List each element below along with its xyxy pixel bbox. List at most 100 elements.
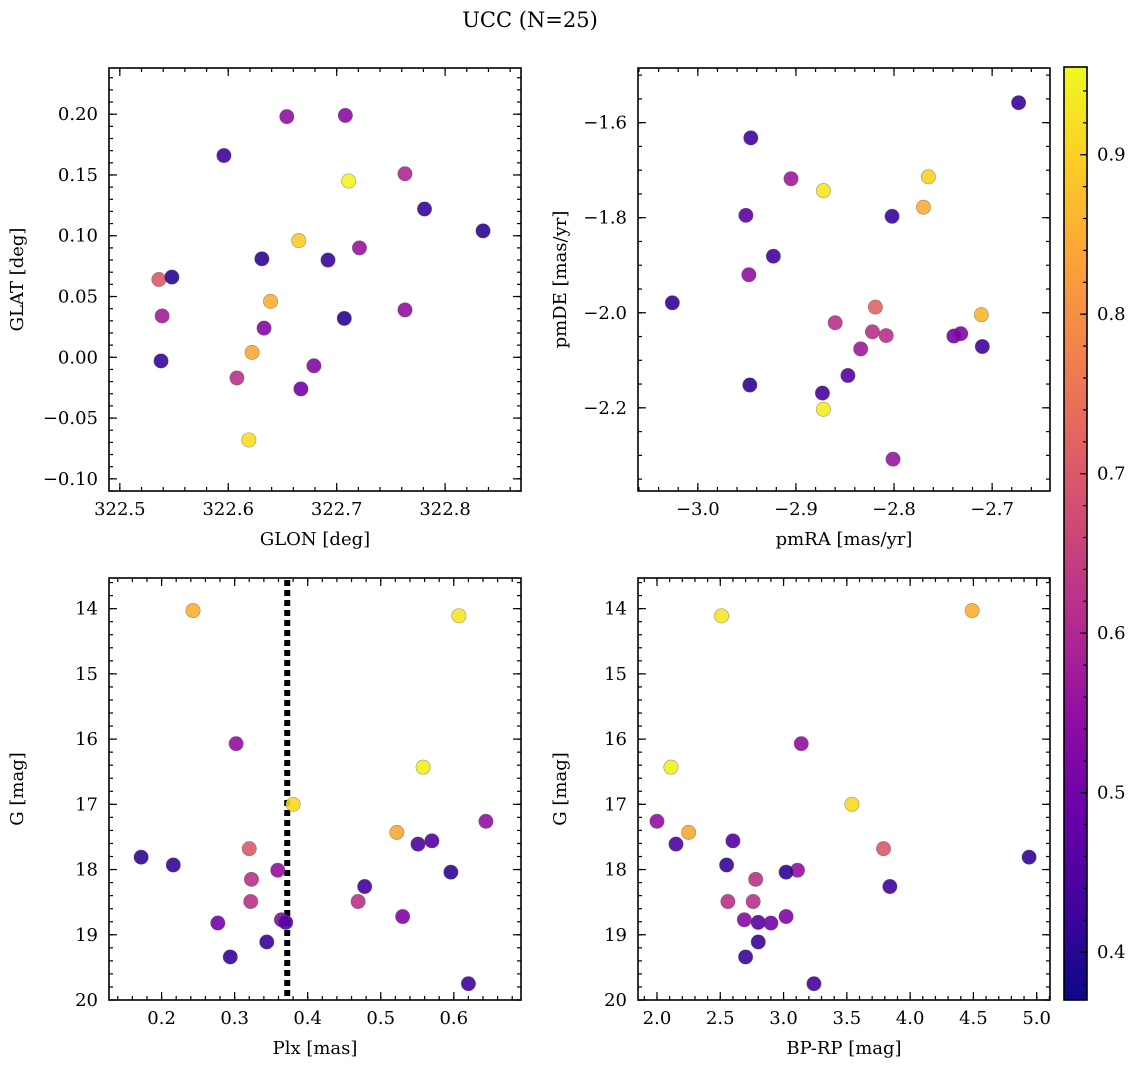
scatter-point (876, 841, 892, 857)
x-tick-label: 322.7 (311, 499, 363, 520)
scatter-point (1021, 849, 1037, 865)
y-axis-label: G [mag] (7, 752, 28, 825)
scatter-point (165, 857, 181, 873)
y-tick-label: 15 (604, 664, 627, 685)
scatter-point (337, 107, 353, 123)
y-tick-label: −0.10 (43, 469, 98, 490)
scatter-point (263, 293, 279, 309)
colorbar-tick-label: 0.9 (1097, 145, 1126, 166)
scatter-point (216, 148, 232, 164)
scatter-point (738, 949, 754, 965)
y-tick-label: 0.20 (58, 104, 98, 125)
scatter-point (357, 879, 373, 895)
panel-cmd: 2.0 2.5 3.0 3.5 4.0 4.5 5.0 14 15 16 17 18 19 20 BP-RP… (550, 577, 1051, 1059)
scatter-point (278, 914, 294, 930)
x-tick-label: 4.5 (959, 1008, 988, 1029)
y-tick-label: 0.10 (58, 226, 98, 247)
scatter-point (920, 169, 936, 185)
scatter-point (228, 736, 244, 752)
scatter-point (185, 603, 201, 619)
scatter-point (793, 736, 809, 752)
scatter-point (765, 248, 781, 264)
scatter-point (840, 368, 856, 384)
y-axis-label: G [mag] (550, 752, 571, 825)
y-tick-label: −0.05 (43, 408, 98, 429)
colorbar-tick-label: 0.8 (1097, 304, 1126, 325)
y-tick-label: 18 (75, 860, 98, 881)
scatter-point (973, 307, 989, 323)
axes-frame (108, 67, 522, 492)
scatter-point (719, 857, 735, 873)
scatter-point (748, 871, 764, 887)
y-tick-label: −1.8 (583, 208, 627, 229)
figure-title: UCC (N=25) (462, 8, 598, 32)
y-tick-label: 16 (75, 729, 98, 750)
scatter-point (336, 310, 352, 326)
y-tick-label: 15 (75, 664, 98, 685)
scatter-point (827, 315, 843, 331)
scatter-point (864, 324, 880, 340)
y-tick-label: 18 (604, 860, 627, 881)
scatter-point (763, 915, 779, 931)
x-tick-label: 2.0 (643, 1008, 672, 1029)
scatter-point (229, 370, 245, 386)
scatter-point (738, 207, 754, 223)
x-tick-label: −2.8 (872, 499, 916, 520)
scatter-point (736, 912, 752, 928)
y-tick-label: 19 (75, 925, 98, 946)
scatter-point (478, 813, 494, 829)
scatter-point (241, 432, 257, 448)
scatter-point (270, 862, 286, 878)
scatter-point (882, 879, 898, 895)
x-axis-label: GLON [deg] (260, 529, 370, 550)
scatter-point (397, 166, 413, 182)
scatter-point (475, 223, 491, 239)
x-tick-label: 0.2 (147, 1008, 176, 1029)
scatter-point (867, 299, 883, 315)
scatter-point (210, 915, 226, 931)
scatter-point (415, 759, 431, 775)
x-tick-label: 0.4 (293, 1008, 322, 1029)
scatter-point (878, 328, 894, 344)
y-axis-label: GLAT [deg] (7, 228, 28, 332)
scatter-point (725, 833, 741, 849)
scatter-point (243, 894, 259, 910)
scatter-point (806, 976, 822, 992)
scatter-point (350, 894, 366, 910)
scatter-point (397, 302, 413, 318)
scatter-point (351, 240, 367, 256)
colorbar-tick-label: 0.4 (1097, 942, 1126, 963)
scatter-point (244, 344, 260, 360)
scatter-point (741, 267, 757, 283)
scatter-point (743, 130, 759, 146)
scatter-point (663, 759, 679, 775)
scatter-point (424, 833, 440, 849)
x-axis-label: pmRA [mas/yr] (776, 529, 913, 550)
scatter-point (853, 341, 869, 357)
x-tick-label: −2.7 (970, 499, 1014, 520)
x-tick-label: 322.8 (419, 499, 471, 520)
scatter-point (320, 252, 336, 268)
scatter-point (291, 233, 307, 249)
x-tick-label: 3.5 (833, 1008, 862, 1029)
x-tick-label: −3.0 (676, 499, 720, 520)
y-tick-label: 14 (604, 599, 627, 620)
scatter-point (815, 183, 831, 199)
y-tick-label: 14 (75, 599, 98, 620)
y-tick-label: 20 (75, 990, 98, 1011)
scatter-point (720, 894, 736, 910)
scatter-point (815, 401, 831, 417)
scatter-point (778, 909, 794, 925)
scatter-point (778, 864, 794, 880)
scatter-point (279, 109, 295, 125)
scatter-point (742, 377, 758, 393)
scatter-point (243, 871, 259, 887)
colorbar-tick-label: 0.5 (1097, 783, 1126, 804)
scatter-point (259, 934, 275, 950)
y-tick-label: 19 (604, 925, 627, 946)
scatter-point (241, 841, 257, 857)
scatter-point (844, 796, 860, 812)
scatter-point (256, 320, 272, 336)
scatter-point (410, 836, 426, 852)
